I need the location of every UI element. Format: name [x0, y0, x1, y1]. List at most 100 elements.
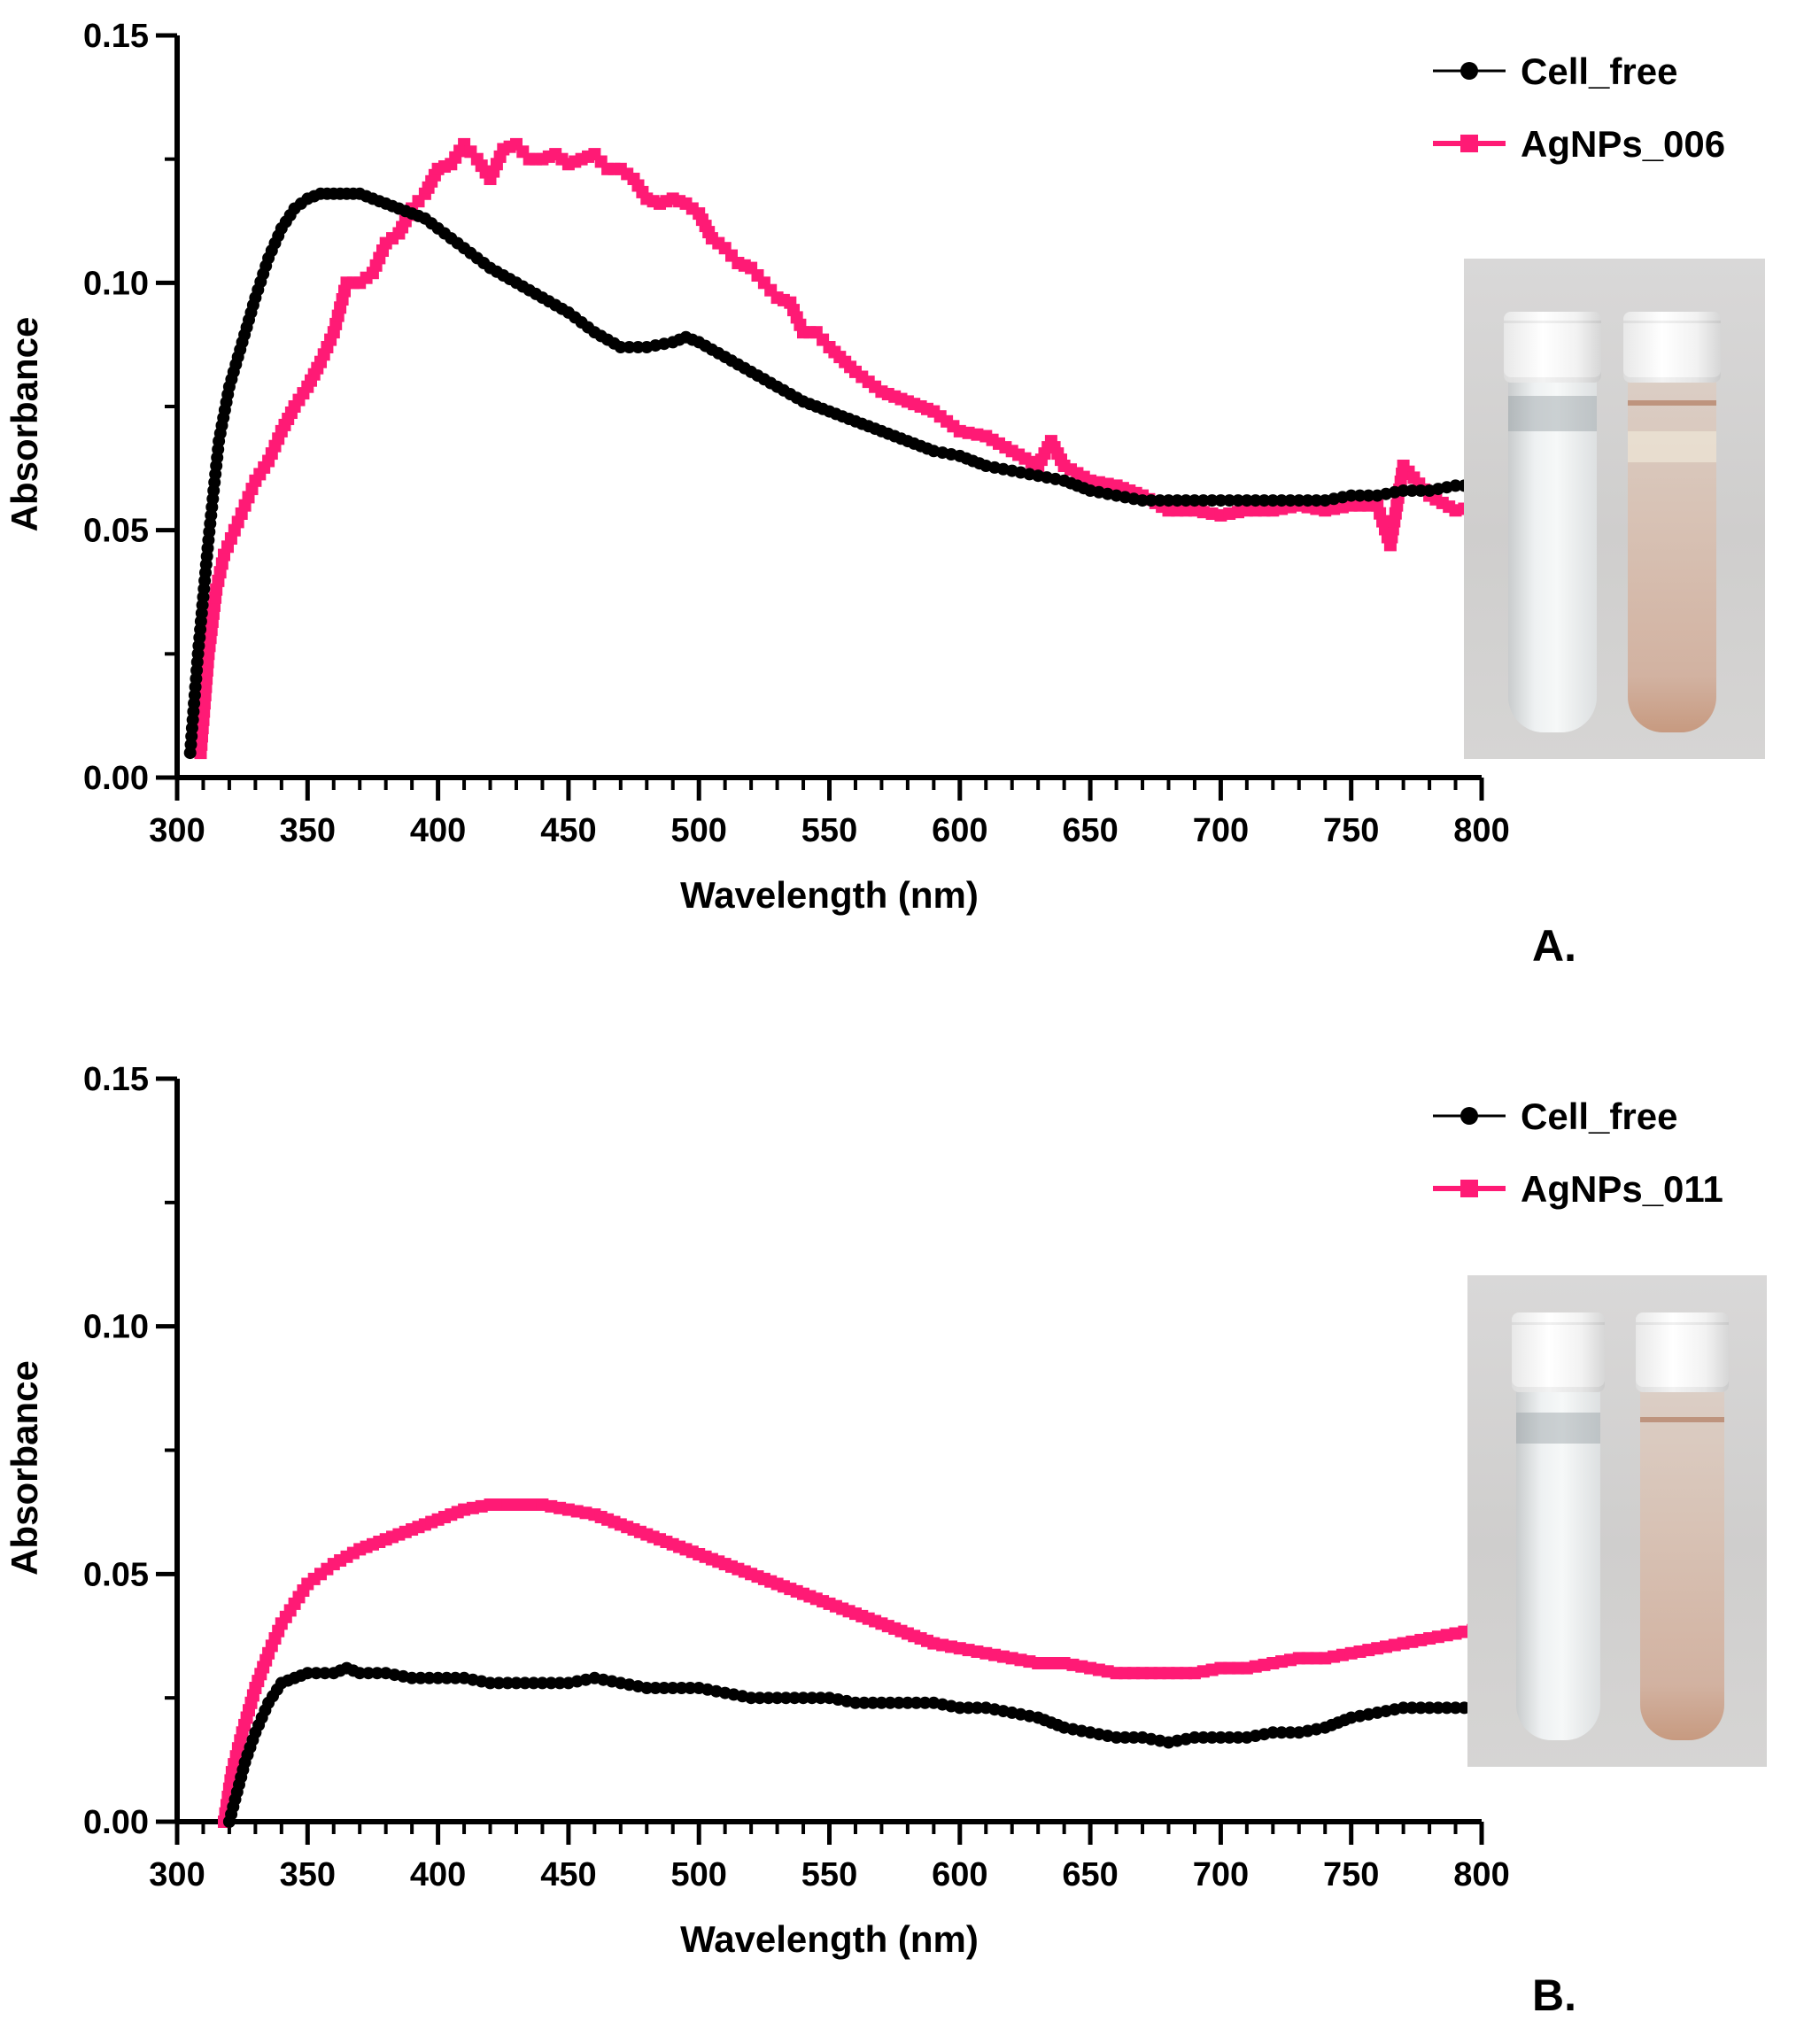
data-point-marker [657, 1682, 670, 1694]
legend-label: AgNPs_006 [1521, 123, 1725, 165]
data-point-marker [536, 1676, 549, 1690]
data-point-marker [1275, 1726, 1289, 1739]
data-point-marker [1397, 484, 1410, 497]
data-point-marker [518, 1676, 531, 1690]
data-point-marker [1232, 494, 1244, 507]
data-point-marker [1458, 1701, 1471, 1715]
data-point-marker [1266, 1726, 1280, 1739]
x-tick-label: 600 [932, 1856, 987, 1893]
data-point-marker [353, 1667, 367, 1680]
x-tick-label: 500 [670, 1856, 726, 1893]
data-point-marker [554, 1676, 567, 1690]
data-point-marker [1414, 1701, 1428, 1715]
data-point-marker [1344, 489, 1358, 502]
data-point-marker [1127, 1730, 1141, 1744]
agnps-tube [1640, 1368, 1724, 1740]
data-point-marker [1188, 1730, 1201, 1744]
tube-cap [1636, 1312, 1729, 1392]
cell-free-tube [1516, 1368, 1600, 1740]
data-point-marker [1258, 494, 1271, 507]
data-point-marker [1119, 1730, 1132, 1744]
data-point-marker [1214, 1730, 1227, 1744]
data-point-marker [1284, 494, 1297, 507]
data-point-marker [910, 1696, 923, 1709]
legend-label: Cell_free [1521, 50, 1677, 92]
data-point-marker [1284, 1726, 1297, 1739]
data-point-marker [310, 1667, 323, 1680]
data-point-marker [1414, 484, 1428, 497]
series-agnps-011 [218, 1498, 1488, 1828]
x-axis-label: Wavelength (nm) [680, 874, 979, 916]
tube-photo-inset-a [1464, 259, 1765, 759]
data-point-marker [1180, 494, 1193, 507]
data-point-marker [640, 1682, 654, 1694]
data-point-marker [849, 1696, 862, 1709]
data-point-marker [788, 1692, 801, 1705]
y-tick-label: 0.15 [83, 18, 149, 55]
data-point-marker [1353, 489, 1367, 502]
data-point-marker [414, 1671, 427, 1684]
legend-marker [1460, 135, 1478, 152]
x-tick-label: 450 [540, 1856, 596, 1893]
x-tick-label: 400 [410, 812, 466, 849]
legend-marker [1460, 1180, 1478, 1197]
data-point-marker [814, 1692, 827, 1705]
data-point-marker [1110, 1730, 1123, 1744]
tube-photo-inset-b [1467, 1275, 1767, 1767]
agnps-tube [1628, 356, 1716, 732]
data-point-marker [501, 1676, 515, 1690]
legend: Cell_free AgNPs_006 [1433, 50, 1725, 165]
data-point-marker [1362, 489, 1375, 502]
series-cell-free [222, 1661, 1488, 1828]
x-tick-label: 550 [801, 812, 857, 849]
data-point-marker [484, 1676, 497, 1690]
data-point-marker [745, 1692, 758, 1705]
x-tick-label: 450 [540, 812, 596, 849]
panel-label: A. [1532, 921, 1576, 971]
data-point-marker [492, 1676, 506, 1690]
data-point-marker [545, 1676, 558, 1690]
data-point-marker [1405, 1701, 1419, 1715]
data-point-marker [1232, 1730, 1244, 1744]
data-point-marker [1301, 494, 1314, 507]
data-point-marker [1440, 1701, 1453, 1715]
data-point-marker [753, 1692, 766, 1705]
panel-label: B. [1532, 1970, 1576, 2020]
tube-cap [1504, 312, 1601, 383]
x-tick-label: 750 [1323, 1856, 1379, 1893]
x-tick-label: 300 [149, 812, 205, 849]
x-tick-label: 650 [1062, 812, 1118, 849]
data-point-marker [362, 1667, 375, 1680]
x-tick-label: 800 [1453, 1856, 1509, 1893]
data-point-marker [1275, 494, 1289, 507]
y-tick-label: 0.05 [83, 513, 149, 550]
data-point-marker [1205, 494, 1219, 507]
data-point-marker [762, 1692, 775, 1705]
x-tick-label: 550 [801, 1856, 857, 1893]
legend-marker [1460, 1107, 1478, 1125]
cell-free-tube [1508, 356, 1597, 732]
data-point-marker [666, 1682, 679, 1694]
tube-cap [1623, 312, 1721, 383]
y-tick-label: 0.00 [83, 1804, 149, 1841]
x-tick-label: 300 [149, 1856, 205, 1893]
data-point-marker [1397, 1701, 1410, 1715]
data-point-marker [614, 341, 627, 353]
data-point-marker [1162, 494, 1175, 507]
data-point-marker [884, 1696, 897, 1709]
data-point-marker [623, 341, 636, 353]
data-point-marker [797, 1692, 809, 1705]
y-tick-label: 0.10 [83, 1309, 149, 1346]
y-axis-label: Absorbance [4, 317, 45, 532]
data-point-marker [1431, 1701, 1444, 1715]
data-point-marker [1214, 494, 1227, 507]
chart-panel-a: 0.00 0.05 0.10 0.15 300 350 400 450 500 550 600 650… [4, 18, 1725, 971]
data-point-marker [875, 1696, 888, 1709]
data-point-marker [779, 1692, 793, 1705]
data-point-marker [1249, 494, 1262, 507]
data-point-marker [406, 1671, 419, 1684]
x-tick-label: 700 [1193, 1856, 1249, 1893]
x-tick-label: 750 [1323, 812, 1379, 849]
series-agnps-006 [194, 137, 1488, 760]
